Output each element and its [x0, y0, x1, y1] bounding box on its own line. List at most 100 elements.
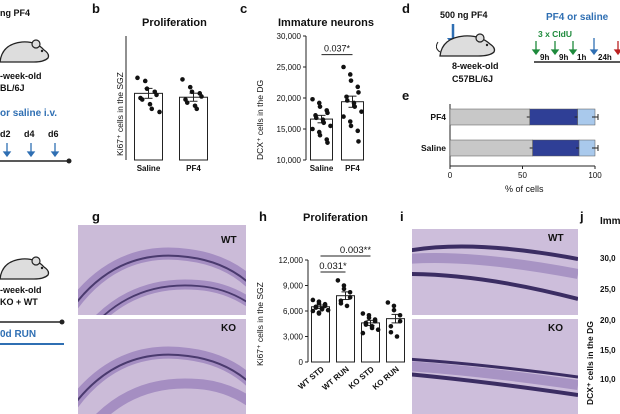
data-point — [359, 109, 364, 114]
data-point — [348, 78, 354, 83]
data-point — [313, 115, 319, 121]
data-point — [341, 64, 346, 70]
data-point — [351, 100, 357, 106]
segment-saline-0 — [449, 139, 533, 157]
y-tick-label-1: 15,000 — [277, 125, 302, 134]
bar-pf4 — [179, 96, 208, 161]
data-point — [347, 119, 353, 124]
p-value-label: 0.037* — [324, 44, 351, 54]
chart-c: 10,000 15,000 20,000 25,000 30,000 Saline PF4 0… — [277, 32, 364, 173]
y-tick-label-2: 6,000 — [283, 307, 304, 316]
y-tick-label-0: 10,000 — [277, 156, 302, 165]
panel-e-label: e — [402, 88, 410, 103]
panel-f-timeline — [0, 319, 65, 325]
data-point — [355, 128, 361, 134]
data-point — [199, 94, 204, 99]
data-point — [135, 75, 140, 81]
panel-j-label: j — [580, 209, 584, 224]
data-point — [355, 84, 361, 90]
data-point — [317, 104, 323, 109]
category-label-saline: Saline — [421, 143, 446, 153]
panel-f-mouse-text-1: -week-old — [0, 285, 42, 295]
panel-b-label: b — [92, 1, 100, 16]
mouse-icon — [436, 33, 496, 57]
data-point — [347, 72, 353, 77]
panel-a-mouse-text-2: BL/6J — [0, 83, 25, 93]
panel-d-mouse-text-1: 8-week-old — [452, 61, 499, 71]
panel-h-label: h — [259, 209, 267, 224]
data-point — [194, 106, 200, 112]
data-point — [310, 126, 315, 132]
data-point — [397, 318, 403, 324]
mouse-icon — [0, 256, 50, 280]
panel-f: -week-old KO + WT 0d RUN — [0, 245, 80, 345]
panel-a-day-3: d6 — [48, 129, 59, 139]
segment-pf4-1 — [529, 108, 578, 126]
data-point — [394, 334, 400, 339]
data-point — [391, 307, 397, 313]
data-point — [310, 308, 316, 314]
panel-d-interval-4: 24h — [598, 53, 612, 62]
segment-saline-1 — [532, 139, 580, 157]
panel-b-title: Proliferation — [142, 17, 207, 29]
data-point — [325, 110, 330, 116]
data-point — [347, 290, 353, 295]
x-tick-label-1: 50 — [518, 171, 527, 180]
panel-d-label: d — [402, 1, 410, 16]
x-tick-label-0: Saline — [310, 164, 334, 173]
data-point — [187, 84, 193, 90]
data-point — [344, 303, 350, 309]
data-point — [356, 90, 361, 95]
data-point — [375, 327, 381, 332]
panel-a-day-1: d2 — [0, 129, 11, 139]
data-point — [391, 303, 397, 309]
data-point — [347, 295, 353, 300]
x-tick-label-3: KO RUN — [371, 364, 401, 391]
panel-d-interval-2: 9h — [559, 53, 569, 62]
panel-j-tick-1: 30,0 — [600, 254, 616, 263]
p-value-label-1: 0.031* — [319, 261, 347, 272]
category-label-pf4: PF4 — [430, 112, 446, 122]
data-point — [360, 330, 366, 336]
panel-f-mouse-text-2: KO + WT — [0, 297, 38, 307]
x-tick-label-1: PF4 — [345, 164, 360, 173]
data-point — [310, 96, 315, 102]
segment-pf4-0 — [449, 108, 530, 126]
panel-g-ko-image — [78, 319, 246, 414]
data-point — [316, 100, 322, 106]
y-tick-label-0: 0 — [299, 358, 304, 367]
data-point — [356, 139, 361, 144]
data-point — [360, 311, 366, 316]
p-value-label-2: 0.003** — [340, 245, 371, 256]
x-tick-label-1: PF4 — [186, 164, 201, 173]
data-point — [388, 324, 394, 329]
data-point — [316, 301, 322, 306]
data-point — [144, 86, 150, 91]
panel-a-dose: ng PF4 — [0, 8, 31, 18]
panel-d-interval-3: 1h — [577, 53, 587, 62]
panel-d-timeline — [531, 38, 620, 63]
data-point — [310, 297, 316, 303]
data-point — [341, 286, 347, 292]
y-tick-label-3: 9,000 — [283, 282, 304, 291]
data-point — [154, 92, 159, 98]
panel-i-ko-image — [412, 319, 578, 414]
data-point — [317, 132, 323, 138]
panel-d-cldu: 3 x CldU — [538, 29, 573, 39]
y-tick-label-4: 12,000 — [279, 256, 304, 265]
panel-d-dose: 500 ng PF4 — [440, 10, 488, 20]
y-tick-label-2: 20,000 — [277, 94, 302, 103]
data-point — [149, 106, 155, 112]
panel-g-label: g — [92, 209, 100, 224]
data-point — [344, 98, 350, 103]
data-point — [388, 329, 394, 335]
x-tick-label-2: 100 — [588, 171, 602, 180]
panel-j-tick-4: 15,0 — [600, 346, 616, 355]
data-point — [325, 140, 330, 145]
panel-a-treatment: or saline i.v. — [0, 108, 58, 119]
x-tick-label-0: Saline — [137, 164, 161, 173]
data-point — [322, 303, 328, 309]
data-point — [348, 123, 354, 129]
data-point — [344, 94, 349, 100]
